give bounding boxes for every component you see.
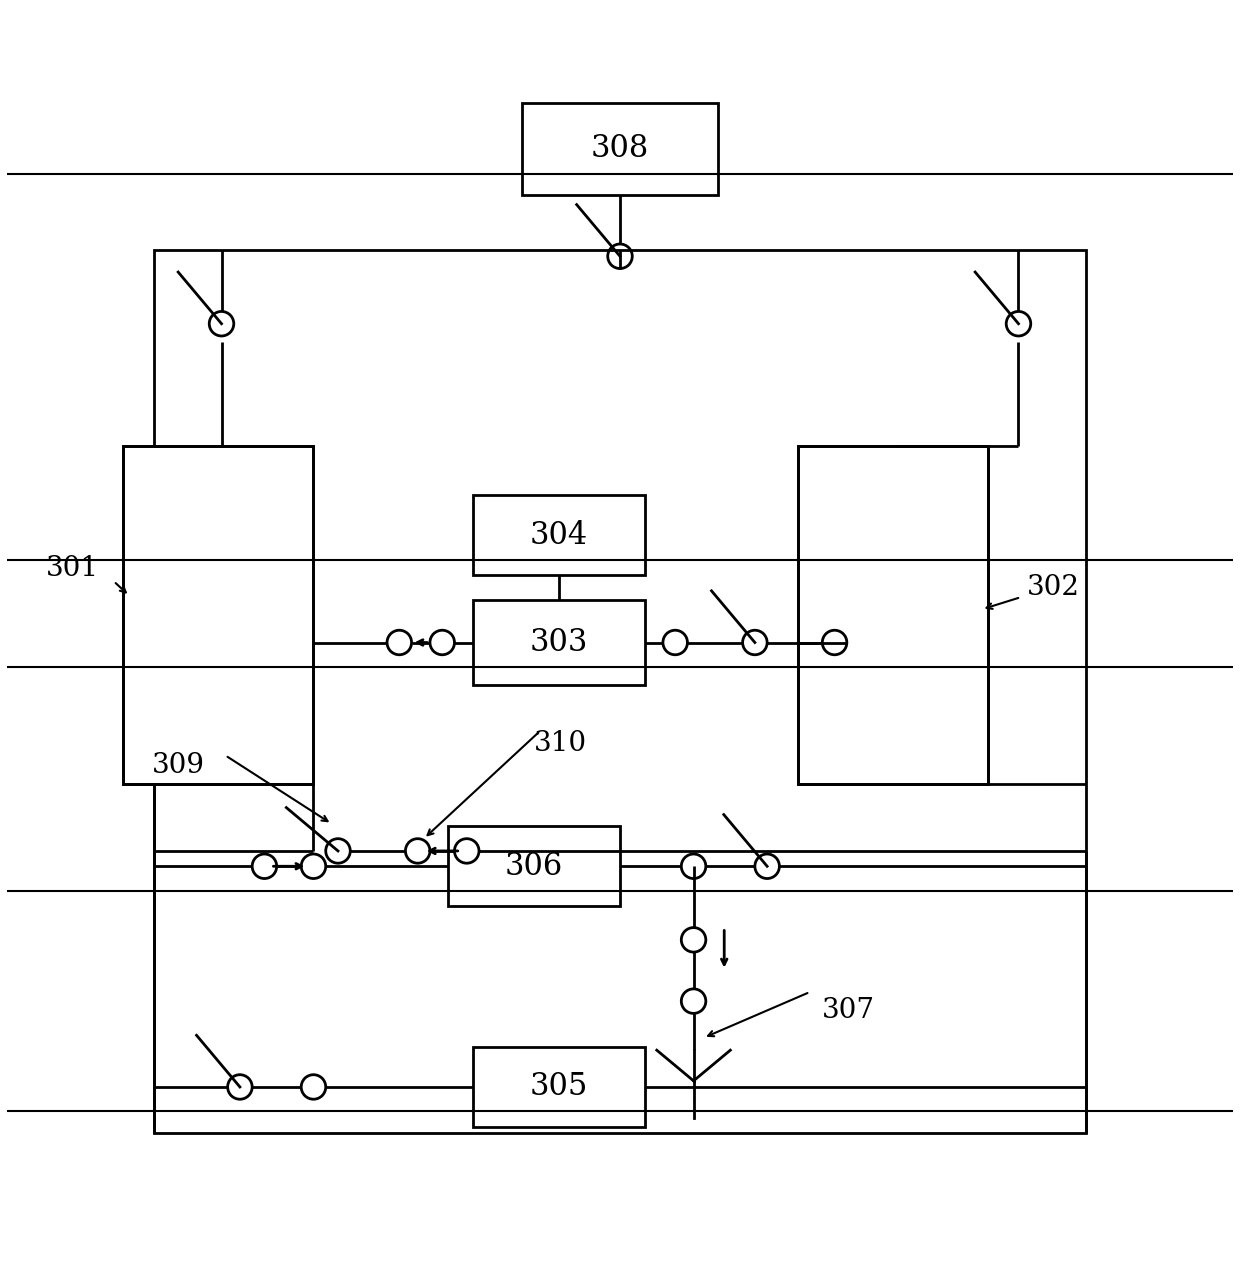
Text: 309: 309 bbox=[151, 752, 205, 779]
Text: 302: 302 bbox=[1027, 574, 1080, 601]
Text: 304: 304 bbox=[529, 519, 588, 551]
Text: 301: 301 bbox=[46, 555, 99, 582]
Bar bbox=[472, 600, 645, 685]
Text: 308: 308 bbox=[591, 134, 649, 164]
Bar bbox=[797, 649, 988, 784]
Text: 305: 305 bbox=[529, 1072, 588, 1103]
Text: 310: 310 bbox=[534, 730, 588, 757]
Bar bbox=[472, 1047, 645, 1127]
Text: 306: 306 bbox=[505, 851, 563, 882]
Bar bbox=[797, 446, 988, 784]
Bar bbox=[154, 251, 1086, 1133]
Text: 303: 303 bbox=[529, 627, 588, 658]
Bar bbox=[472, 495, 645, 576]
Bar bbox=[522, 103, 718, 195]
Bar bbox=[124, 487, 314, 784]
Text: 307: 307 bbox=[822, 997, 875, 1024]
Bar bbox=[124, 446, 314, 784]
Bar bbox=[797, 446, 988, 784]
Bar bbox=[449, 826, 620, 906]
Bar bbox=[124, 446, 314, 784]
